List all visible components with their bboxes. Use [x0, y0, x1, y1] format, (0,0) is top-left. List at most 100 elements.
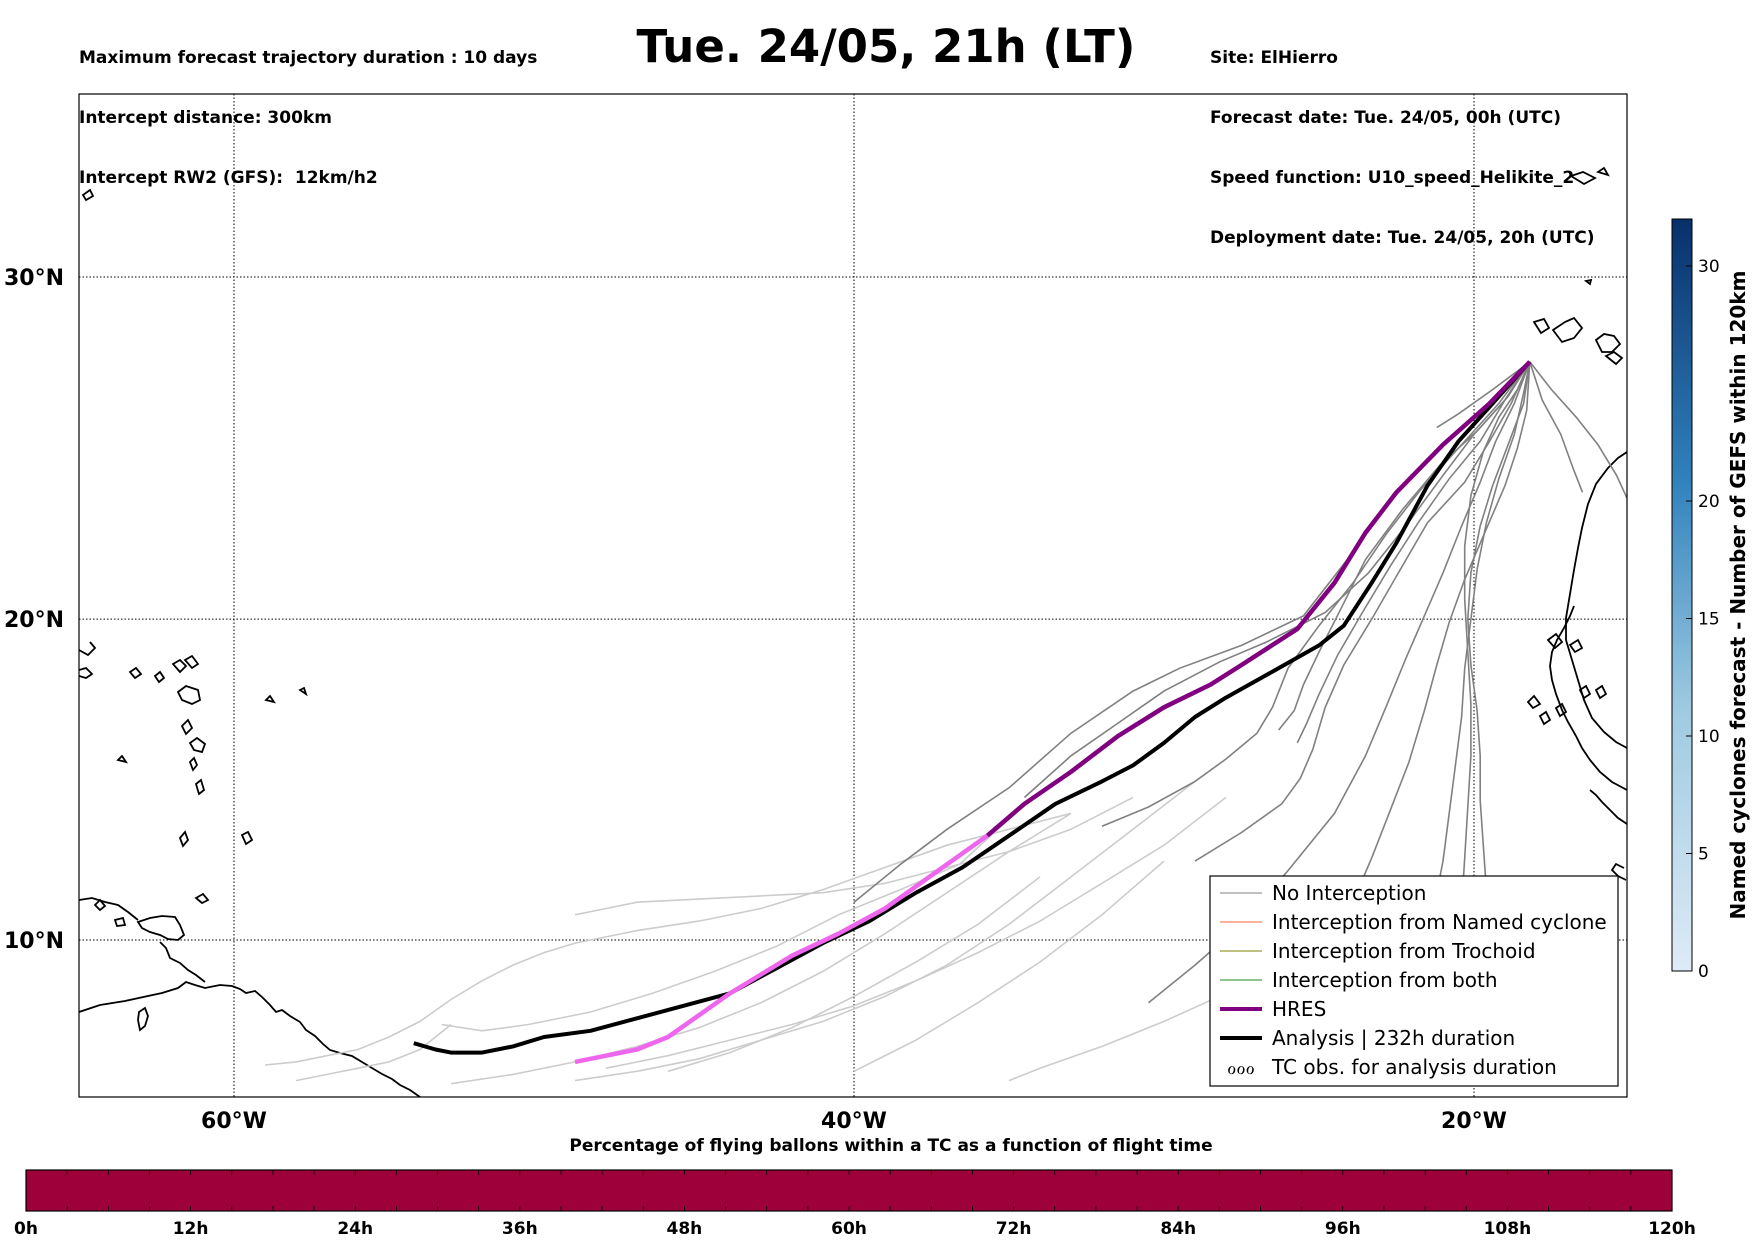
no-interception-trajectory: [853, 361, 1531, 903]
flight-time-tick-label: 0h: [14, 1219, 38, 1239]
coastline-st-lucia: [176, 684, 202, 705]
faded-trajectory: [605, 796, 1227, 1069]
no-interception-trajectory: [1466, 361, 1531, 890]
coastline-guadeloupe: [188, 736, 207, 754]
legend-label: Interception from both: [1272, 968, 1498, 992]
longitude-label: 20°W: [1441, 1109, 1507, 1134]
no-interception-trajectory: [1436, 361, 1531, 429]
latitude-label: 30°N: [4, 266, 64, 291]
param-line-duration: Maximum forecast trajectory duration : 1…: [79, 48, 538, 68]
coastline-leeward-9: [1568, 171, 1597, 186]
coastline-africa-bulge: [1549, 605, 1627, 791]
flight-time-tick-label: 12h: [173, 1219, 209, 1239]
coastline-west-africa: [1565, 451, 1627, 749]
coastline-leeward-11: [1583, 278, 1593, 286]
site-line: Site: ElHierro: [1210, 48, 1338, 68]
coastline-leeward-4: [153, 670, 166, 684]
hres-track-line-faded: [574, 833, 989, 1065]
coastline-caribbean-coast: [79, 897, 139, 921]
analysis-track-line: [413, 360, 1532, 1055]
faded-trajectory: [574, 796, 1134, 916]
flight-time-tick-label: 108h: [1484, 1219, 1532, 1239]
coastline-africa-far: [1610, 862, 1627, 881]
map-frame: [78, 93, 1628, 1098]
coastline-leeward-10: [1595, 166, 1610, 177]
faded-trajectory: [574, 780, 1196, 1082]
no-interception-trajectory: [1432, 361, 1531, 909]
flight-time-colorbar: 0h 12h 24h 36h 48h 60h 72h 84h 96h 108h 120h: [14, 1169, 1696, 1239]
no-interception-trajectory: [1529, 361, 1584, 493]
coastline-fuerteventura: [1594, 333, 1622, 353]
coastline-leeward-5: [264, 694, 277, 704]
no-interception-trajectory: [1460, 361, 1531, 956]
legend-label: Interception from Named cyclone: [1272, 910, 1607, 934]
latitude-label: 10°N: [4, 929, 64, 954]
coastline-barbados: [240, 830, 254, 846]
legend: No Interception Interception from Named c…: [1209, 875, 1619, 1087]
coastline-guinea: [1589, 789, 1627, 825]
no-interception-trajectory: [1101, 361, 1531, 827]
coastline-martinique: [180, 718, 194, 736]
coastline-paria: [159, 941, 206, 983]
coastline-cape-verde-2: [1568, 638, 1584, 654]
latitude-label: 20°N: [4, 608, 64, 633]
coastline-cape-verde-6: [1578, 684, 1592, 700]
colorbar-tick-label: 20: [1698, 492, 1720, 512]
legend-label: HRES: [1272, 997, 1326, 1021]
legend-label: Analysis | 232h duration: [1272, 1026, 1515, 1050]
faded-trajectory: [264, 812, 1072, 1066]
analysis-trajectory: [413, 360, 1532, 1055]
coastline-antilles-2: [113, 916, 127, 927]
faded-trajectory: [667, 876, 1041, 1073]
coastline-cape-verde-4: [1538, 710, 1552, 726]
site-info: Site: ElHierro Forecast date: Tue. 24/05…: [1210, 8, 1595, 268]
coastline-antilles-1: [93, 898, 107, 912]
legend-tc-symbol: ℴℴℴ: [1227, 1055, 1255, 1079]
flight-time-tick-label: 72h: [996, 1219, 1032, 1239]
legend-label: Interception from Trochoid: [1272, 939, 1536, 963]
coastline-leeward-1: [79, 666, 94, 679]
flight-time-tick-label: 96h: [1325, 1219, 1361, 1239]
flight-time-tick-label: 60h: [831, 1219, 867, 1239]
no-interception-trajectory: [1023, 361, 1531, 798]
flight-time-colorbar-title: Percentage of flying ballons within a TC…: [569, 1136, 1213, 1156]
coastline-island-2: [194, 778, 206, 796]
page-title: Tue. 24/05, 21h (LT): [636, 20, 1136, 73]
coastline-leeward-2: [79, 641, 97, 657]
coastline-dominica: [188, 756, 199, 772]
hres-trajectory: [574, 360, 1532, 1065]
coastline-leeward-6: [298, 686, 308, 697]
coastline-trinidad: [136, 915, 186, 941]
coastline-madeira: [1532, 317, 1551, 335]
coastline-grenada: [183, 654, 200, 670]
deployment-date-line: Deployment date: Tue. 24/05, 20h (UTC): [1210, 228, 1595, 248]
faded-trajectory: [853, 860, 1165, 1073]
cyclone-colorbar: 0 5 10 15 20 30 Named cyclones forecast - Num…: [1671, 218, 1750, 982]
longitude-label: 60°W: [201, 1109, 267, 1134]
colorbar-tick-label: 5: [1698, 845, 1709, 865]
coastline-canary-islands: [1551, 316, 1584, 344]
coastline-st-vincent: [171, 658, 188, 674]
flight-time-tick-label: 24h: [337, 1219, 373, 1239]
faded-trajectory: [441, 812, 1016, 1032]
hres-track-line: [985, 360, 1532, 838]
faded-trajectory: [450, 812, 1072, 1085]
no-interception-trajectory: [1349, 361, 1531, 909]
colorbar-tick-label: 30: [1698, 257, 1720, 277]
longitude-label: 40°W: [821, 1109, 887, 1134]
param-line-rw2: Intercept RW2 (GFS): 12km/h2: [79, 168, 378, 188]
flight-time-tick-label: 48h: [667, 1219, 703, 1239]
coastline-cape-verde-3: [1526, 694, 1542, 710]
forecast-parameters: Maximum forecast trajectory duration : 1…: [79, 8, 537, 208]
no-interception-trajectory: [1529, 361, 1627, 501]
coastline-margarita: [137, 1006, 149, 1032]
colorbar-tick-label: 15: [1698, 610, 1720, 630]
coastline-leeward-7: [116, 754, 129, 764]
coastline-tobago: [194, 892, 210, 905]
legend-box: [1209, 875, 1619, 1087]
coastline-lanzarote: [1604, 350, 1624, 366]
coastline-leeward-3: [128, 666, 143, 680]
colorbar-tick-label: 10: [1698, 727, 1720, 747]
flight-time-tick-label: 36h: [502, 1219, 538, 1239]
